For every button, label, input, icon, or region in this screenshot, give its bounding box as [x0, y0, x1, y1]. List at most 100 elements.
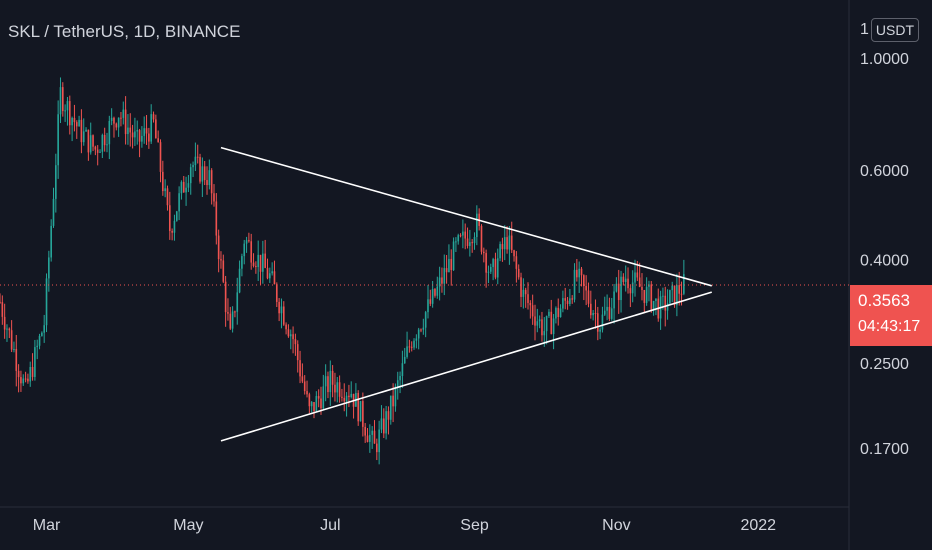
- last-price-value: 0.3563: [858, 291, 910, 310]
- price-scale-unit[interactable]: 1 USDT: [860, 16, 920, 44]
- candle-body: [22, 378, 25, 384]
- candle-body: [448, 258, 450, 273]
- candle-body: [273, 271, 276, 285]
- candle-body: [557, 307, 560, 317]
- candle-body: [364, 426, 367, 436]
- candle-body: [131, 132, 134, 138]
- candle-body: [641, 286, 643, 290]
- symbol-title[interactable]: SKL / TetherUS, 1D, BINANCE: [8, 22, 241, 41]
- candle-body: [438, 277, 441, 287]
- candle-body: [585, 285, 587, 291]
- candle-body: [166, 188, 169, 206]
- candle-body: [178, 193, 180, 212]
- time-axis-label: Jul: [320, 517, 340, 534]
- candle-body: [180, 181, 183, 194]
- candle-body: [238, 268, 241, 293]
- candle-body: [289, 334, 292, 337]
- candle-body: [55, 165, 57, 199]
- time-axis-labels[interactable]: Mar May Jul Sep Nov 2022: [33, 517, 776, 534]
- time-axis-label: Sep: [460, 517, 489, 534]
- candle-body: [164, 188, 166, 192]
- candle-body: [120, 117, 122, 119]
- candle-body: [515, 256, 518, 269]
- candle-body: [569, 298, 571, 304]
- candle-body: [564, 298, 567, 301]
- trendline-upper[interactable]: [220, 146, 712, 287]
- candle-body: [310, 402, 313, 407]
- unit-multiplier: 1: [860, 21, 869, 38]
- candle-body: [608, 306, 611, 319]
- candle-body: [155, 119, 157, 139]
- candle-body: [6, 328, 8, 330]
- candle-body: [15, 348, 18, 371]
- candle-body: [594, 313, 597, 315]
- candle-body: [380, 418, 383, 430]
- candle-body: [631, 282, 634, 294]
- candle-body: [20, 377, 22, 384]
- candle-body: [606, 306, 608, 311]
- candle-body: [24, 378, 27, 380]
- candle-body: [476, 213, 478, 238]
- candle-body: [583, 275, 585, 286]
- candle-body: [417, 329, 420, 339]
- candle-body: [136, 130, 139, 132]
- candle-body: [469, 242, 471, 246]
- candle-body: [399, 376, 401, 381]
- candle-body: [508, 235, 511, 250]
- candle-body: [71, 117, 73, 126]
- candle-body: [152, 114, 155, 120]
- candle-body: [257, 254, 260, 268]
- candle-body: [127, 127, 129, 135]
- candle-body: [315, 396, 318, 412]
- candle-body: [227, 312, 229, 314]
- candle-body: [269, 273, 271, 279]
- candle-body: [303, 381, 306, 392]
- candle-body: [99, 151, 101, 153]
- candle-body: [645, 286, 648, 303]
- candle-body: [217, 235, 220, 260]
- candle-body: [134, 131, 136, 138]
- candle-body: [285, 324, 287, 330]
- candle-body: [266, 267, 269, 279]
- candle-body: [617, 283, 620, 301]
- currency-button[interactable]: USDT: [870, 18, 920, 42]
- candle-body: [124, 109, 127, 135]
- candle-body: [638, 277, 641, 287]
- candle-body: [450, 258, 453, 271]
- candle-body: [596, 313, 599, 332]
- candle-body: [241, 256, 243, 269]
- price-axis-label: 1.0000: [860, 51, 909, 68]
- candle-body: [485, 253, 487, 273]
- candle-body: [345, 395, 348, 402]
- candle-body: [613, 291, 615, 309]
- candle-body: [680, 293, 683, 295]
- candle-body: [529, 302, 532, 306]
- candle-body: [36, 345, 39, 348]
- candle-body: [555, 307, 557, 319]
- candle-body: [650, 284, 653, 311]
- candle-body: [610, 308, 613, 319]
- candle-body: [80, 119, 83, 143]
- candle-body: [245, 240, 248, 244]
- candle-body: [0, 301, 1, 303]
- candle-body: [524, 289, 527, 295]
- candle-body: [8, 328, 11, 331]
- price-axis-labels[interactable]: 1.0000 0.6000 0.4000 0.2500 0.1700: [860, 51, 909, 458]
- candle-body: [459, 235, 462, 237]
- candle-body: [138, 130, 141, 142]
- candle-body: [517, 268, 520, 278]
- candle-body: [627, 278, 629, 289]
- candle-body: [589, 303, 592, 316]
- candle-body: [648, 284, 650, 287]
- candle-body: [545, 316, 548, 332]
- candle-body: [401, 363, 404, 377]
- candle-body: [410, 346, 413, 348]
- price-axis-label: 0.6000: [860, 163, 909, 180]
- candle-body: [329, 370, 332, 393]
- trendlines-layer[interactable]: [220, 146, 712, 442]
- candle-body: [336, 382, 339, 393]
- candle-body: [61, 87, 64, 112]
- trendline-lower[interactable]: [220, 291, 712, 442]
- candle-body: [559, 308, 562, 317]
